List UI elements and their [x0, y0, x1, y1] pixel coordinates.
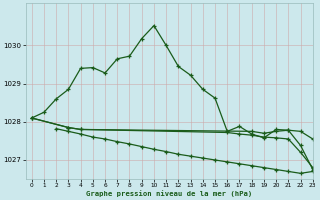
- X-axis label: Graphe pression niveau de la mer (hPa): Graphe pression niveau de la mer (hPa): [86, 190, 252, 197]
